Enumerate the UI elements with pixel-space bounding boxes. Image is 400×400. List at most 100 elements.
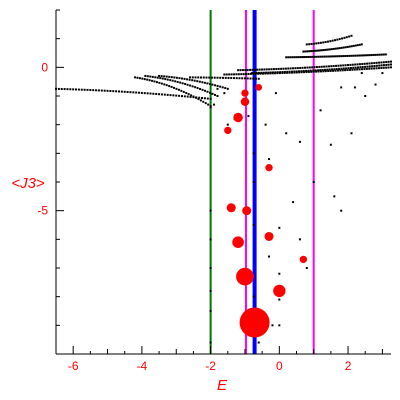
data-point	[368, 62, 371, 65]
data-point	[303, 56, 306, 59]
data-point	[177, 88, 180, 91]
y-tick-label: -5	[37, 204, 48, 218]
data-point	[199, 76, 202, 79]
data-point	[193, 79, 196, 82]
data-point	[358, 63, 361, 66]
data-point	[334, 69, 337, 72]
data-point	[216, 76, 219, 79]
data-point	[298, 238, 301, 241]
data-point	[339, 69, 342, 72]
data-point	[188, 78, 191, 81]
data-point	[380, 64, 383, 67]
data-point	[380, 66, 383, 69]
data-point	[315, 42, 318, 45]
red-marker-10	[240, 97, 250, 106]
data-point	[302, 50, 305, 53]
data-point	[341, 37, 344, 40]
data-point	[280, 67, 283, 70]
data-point	[275, 68, 278, 71]
data-point	[190, 94, 193, 97]
data-point	[117, 90, 120, 93]
data-point	[325, 65, 328, 68]
data-point	[384, 53, 387, 56]
data-point	[317, 42, 320, 45]
data-point	[191, 85, 194, 88]
data-point	[138, 91, 141, 94]
data-point	[295, 70, 298, 73]
data-point	[300, 71, 303, 74]
data-point	[264, 123, 267, 126]
data-point	[310, 42, 313, 45]
data-point	[163, 93, 166, 96]
data-point	[311, 66, 314, 69]
data-point	[351, 68, 354, 71]
data-point	[306, 66, 309, 69]
data-point	[352, 54, 355, 57]
data-point	[385, 61, 388, 64]
data-point	[198, 96, 201, 99]
red-marker-8	[265, 163, 273, 172]
data-point	[370, 54, 373, 57]
data-point	[346, 64, 349, 67]
data-point	[158, 81, 161, 84]
data-point	[364, 54, 367, 57]
data-point	[360, 72, 363, 75]
data-point	[381, 72, 384, 75]
data-point	[340, 55, 343, 58]
data-point	[335, 64, 338, 67]
red-marker-11	[224, 126, 232, 135]
red-marker-0	[239, 307, 270, 338]
data-point	[289, 56, 292, 59]
data-point	[358, 68, 361, 71]
data-point	[305, 267, 308, 269]
data-point	[331, 55, 334, 58]
data-point	[319, 55, 322, 58]
red-marker-9	[233, 112, 243, 123]
data-point	[174, 80, 177, 83]
data-point	[312, 42, 315, 45]
data-point	[207, 103, 210, 106]
data-point	[213, 103, 216, 106]
x-tick-label: -4	[137, 359, 148, 373]
data-point	[334, 47, 337, 50]
data-point	[138, 77, 141, 80]
data-point	[303, 66, 306, 69]
data-point	[213, 93, 216, 96]
data-point	[376, 53, 379, 56]
data-point	[340, 67, 343, 70]
data-point	[314, 69, 317, 72]
data-point	[362, 54, 365, 57]
data-point	[270, 68, 273, 71]
data-point	[278, 226, 281, 229]
data-point	[326, 68, 329, 71]
data-point	[158, 93, 161, 96]
data-point	[318, 65, 321, 68]
data-point	[385, 63, 388, 66]
data-point	[232, 77, 235, 80]
data-point	[186, 95, 189, 98]
data-point	[380, 61, 383, 64]
data-point	[342, 67, 345, 70]
data-point	[361, 62, 364, 65]
data-point	[298, 70, 301, 73]
data-point	[199, 99, 202, 102]
data-point	[80, 88, 83, 91]
data-point	[322, 49, 325, 52]
data-point	[390, 60, 392, 63]
data-point	[354, 66, 357, 69]
data-point	[164, 78, 167, 81]
data-point	[171, 79, 174, 82]
data-point	[203, 81, 206, 84]
data-point	[249, 77, 252, 80]
data-point	[175, 87, 178, 90]
data-point	[353, 68, 356, 71]
data-point	[201, 96, 204, 99]
data-point	[278, 324, 281, 327]
data-point	[233, 73, 236, 76]
data-point	[271, 324, 274, 327]
data-point	[344, 55, 347, 58]
data-point	[338, 38, 341, 41]
data-point	[323, 65, 326, 68]
data-point	[338, 55, 341, 58]
data-point	[243, 77, 246, 80]
